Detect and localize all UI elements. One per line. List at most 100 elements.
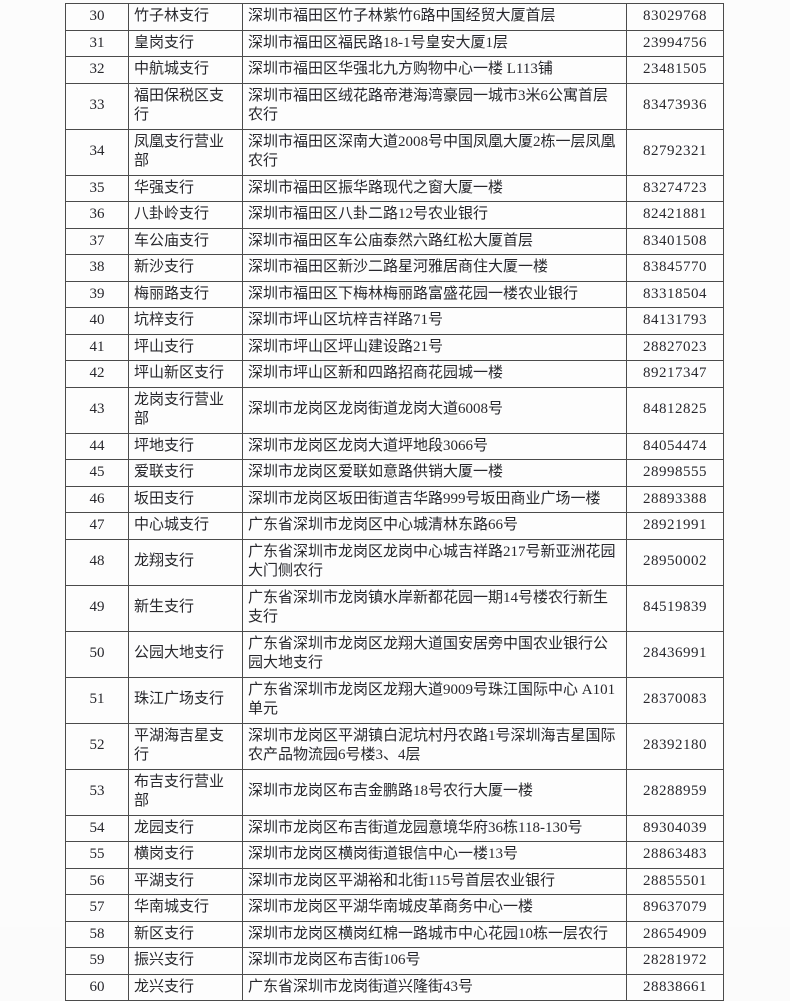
document-page: 30 竹子林支行 深圳市福田区竹子林紫竹6路中国经贸大厦首层 83029768 31 皇岗… <box>65 3 724 1001</box>
cell-phone-number: 89637079 <box>626 894 724 922</box>
cell-serial-number: 42 <box>65 360 129 388</box>
cell-address: 深圳市福田区竹子林紫竹6路中国经贸大厦首层 <box>242 3 627 31</box>
table-row: 49 新生支行 广东省深圳市龙岗镇水岸新都花园一期14号楼农行新生支行 8451983… <box>65 584 724 632</box>
cell-serial-number: 48 <box>65 538 129 586</box>
cell-branch-name: 华强支行 <box>128 174 243 202</box>
cell-address: 深圳市福田区振华路现代之窗大厦一楼 <box>242 174 627 202</box>
cell-phone-number: 28370083 <box>626 676 724 724</box>
cell-serial-number: 36 <box>65 201 129 229</box>
cell-branch-name: 珠江广场支行 <box>128 676 243 724</box>
cell-branch-name: 皇岗支行 <box>128 29 243 57</box>
cell-phone-number: 82421881 <box>626 201 724 229</box>
table-row: 42 坪山新区支行 深圳市坪山区新和四路招商花园城一楼 89217347 <box>65 360 724 388</box>
cell-phone-number: 84131793 <box>626 307 724 335</box>
cell-phone-number: 28436991 <box>626 630 724 678</box>
cell-phone-number: 28893388 <box>626 485 724 513</box>
cell-branch-name: 中心城支行 <box>128 512 243 540</box>
cell-address: 深圳市福田区深南大道2008号中国凤凰大厦2栋一层凤凰农行 <box>242 128 627 176</box>
table-row: 48 龙翔支行 广东省深圳市龙岗区龙岗中心城吉祥路217号新亚洲花园大门侧农行 289… <box>65 538 724 586</box>
table-row: 39 梅丽路支行 深圳市福田区下梅林梅丽路富盛花园一楼农业银行 83318504 <box>65 280 724 308</box>
cell-phone-number: 83318504 <box>626 280 724 308</box>
table-row: 46 坂田支行 深圳市龙岗区坂田街道吉华路999号坂田商业广场一楼 28893388 <box>65 485 724 513</box>
table-row: 57 华南城支行 深圳市龙岗区平湖华南城皮革商务中心一楼 89637079 <box>65 894 724 922</box>
cell-serial-number: 30 <box>65 3 129 31</box>
table-row: 51 珠江广场支行 广东省深圳市龙岗区龙翔大道9009号珠江国际中心 A101单元 2… <box>65 676 724 724</box>
table-row: 37 车公庙支行 深圳市福田区车公庙泰然六路红松大厦首层 83401508 <box>65 227 724 255</box>
table-row: 50 公园大地支行 广东省深圳市龙岗区龙翔大道国安居旁中国农业银行公园大地支行 284… <box>65 630 724 678</box>
cell-serial-number: 51 <box>65 676 129 724</box>
cell-branch-name: 车公庙支行 <box>128 227 243 255</box>
cell-address: 深圳市福田区华强北九方购物中心一楼 L113铺 <box>242 56 627 84</box>
table-row: 41 坪山支行 深圳市坪山区坪山建设路21号 28827023 <box>65 333 724 361</box>
table-row: 59 振兴支行 深圳市龙岗区布吉街106号 28281972 <box>65 947 724 975</box>
cell-address: 深圳市龙岗区坂田街道吉华路999号坂田商业广场一楼 <box>242 485 627 513</box>
cell-phone-number: 28921991 <box>626 512 724 540</box>
cell-serial-number: 57 <box>65 894 129 922</box>
cell-address: 广东省深圳市龙岗区龙翔大道9009号珠江国际中心 A101单元 <box>242 676 627 724</box>
cell-serial-number: 41 <box>65 333 129 361</box>
table-row: 35 华强支行 深圳市福田区振华路现代之窗大厦一楼 83274723 <box>65 174 724 202</box>
cell-address: 广东省深圳市龙岗区中心城清林东路66号 <box>242 512 627 540</box>
cell-serial-number: 37 <box>65 227 129 255</box>
cell-address: 深圳市龙岗区横岗红棉一路城市中心花园10栋一层农行 <box>242 920 627 948</box>
branch-table-body: 30 竹子林支行 深圳市福田区竹子林紫竹6路中国经贸大厦首层 83029768 31 皇岗… <box>65 3 724 1001</box>
cell-serial-number: 31 <box>65 29 129 57</box>
cell-phone-number: 28950002 <box>626 538 724 586</box>
cell-branch-name: 龙翔支行 <box>128 538 243 586</box>
table-row: 47 中心城支行 广东省深圳市龙岗区中心城清林东路66号 28921991 <box>65 512 724 540</box>
cell-phone-number: 83274723 <box>626 174 724 202</box>
cell-serial-number: 49 <box>65 584 129 632</box>
table-row: 52 平湖海吉星支行 深圳市龙岗区平湖镇白泥坑村丹农路1号深圳海吉星国际农产品物流园… <box>65 722 724 770</box>
cell-serial-number: 55 <box>65 841 129 869</box>
table-row: 60 龙兴支行 广东省深圳市龙岗街道兴隆街43号 28838661 <box>65 973 724 1001</box>
cell-phone-number: 28855501 <box>626 867 724 895</box>
cell-phone-number: 83845770 <box>626 254 724 282</box>
table-row: 38 新沙支行 深圳市福田区新沙二路星河雅居商住大厦一楼 83845770 <box>65 254 724 282</box>
cell-address: 深圳市龙岗区平湖裕和北街115号首层农业银行 <box>242 867 627 895</box>
table-row: 34 凤凰支行营业部 深圳市福田区深南大道2008号中国凤凰大厦2栋一层凤凰农行 82… <box>65 128 724 176</box>
cell-serial-number: 32 <box>65 56 129 84</box>
cell-branch-name: 布吉支行营业部 <box>128 768 243 816</box>
table-row: 40 坑梓支行 深圳市坪山区坑梓吉祥路71号 84131793 <box>65 307 724 335</box>
table-row: 44 坪地支行 深圳市龙岗区龙岗大道坪地段3066号 84054474 <box>65 432 724 460</box>
cell-branch-name: 坪山新区支行 <box>128 360 243 388</box>
cell-serial-number: 53 <box>65 768 129 816</box>
cell-branch-name: 横岗支行 <box>128 841 243 869</box>
cell-address: 深圳市龙岗区布吉金鹏路18号农行大厦一楼 <box>242 768 627 816</box>
cell-serial-number: 44 <box>65 432 129 460</box>
cell-phone-number: 84054474 <box>626 432 724 460</box>
cell-branch-name: 八卦岭支行 <box>128 201 243 229</box>
cell-address: 深圳市坪山区新和四路招商花园城一楼 <box>242 360 627 388</box>
table-row: 55 横岗支行 深圳市龙岗区横岗街道银信中心一楼13号 28863483 <box>65 841 724 869</box>
cell-address: 深圳市福田区八卦二路12号农业银行 <box>242 201 627 229</box>
cell-phone-number: 28654909 <box>626 920 724 948</box>
cell-branch-name: 华南城支行 <box>128 894 243 922</box>
cell-serial-number: 40 <box>65 307 129 335</box>
cell-address: 深圳市龙岗区横岗街道银信中心一楼13号 <box>242 841 627 869</box>
branch-directory-table: 30 竹子林支行 深圳市福田区竹子林紫竹6路中国经贸大厦首层 83029768 31 皇岗… <box>65 3 724 1001</box>
cell-address: 深圳市福田区车公庙泰然六路红松大厦首层 <box>242 227 627 255</box>
cell-address: 深圳市福田区福民路18-1号皇安大厦1层 <box>242 29 627 57</box>
cell-address: 广东省深圳市龙岗镇水岸新都花园一期14号楼农行新生支行 <box>242 584 627 632</box>
cell-address: 广东省深圳市龙岗街道兴隆街43号 <box>242 973 627 1001</box>
cell-branch-name: 竹子林支行 <box>128 3 243 31</box>
cell-branch-name: 平湖海吉星支行 <box>128 722 243 770</box>
cell-address: 深圳市龙岗区布吉街106号 <box>242 947 627 975</box>
cell-phone-number: 84519839 <box>626 584 724 632</box>
cell-branch-name: 坑梓支行 <box>128 307 243 335</box>
cell-address: 广东省深圳市龙岗区龙岗中心城吉祥路217号新亚洲花园大门侧农行 <box>242 538 627 586</box>
cell-branch-name: 坂田支行 <box>128 485 243 513</box>
cell-branch-name: 龙岗支行营业部 <box>128 386 243 434</box>
cell-serial-number: 47 <box>65 512 129 540</box>
cell-branch-name: 爱联支行 <box>128 459 243 487</box>
cell-phone-number: 28838661 <box>626 973 724 1001</box>
cell-serial-number: 45 <box>65 459 129 487</box>
cell-branch-name: 新生支行 <box>128 584 243 632</box>
cell-phone-number: 89304039 <box>626 814 724 842</box>
cell-phone-number: 28998555 <box>626 459 724 487</box>
cell-address: 深圳市龙岗区爱联如意路供销大厦一楼 <box>242 459 627 487</box>
cell-serial-number: 35 <box>65 174 129 202</box>
cell-phone-number: 83401508 <box>626 227 724 255</box>
cell-branch-name: 中航城支行 <box>128 56 243 84</box>
table-row: 31 皇岗支行 深圳市福田区福民路18-1号皇安大厦1层 23994756 <box>65 29 724 57</box>
